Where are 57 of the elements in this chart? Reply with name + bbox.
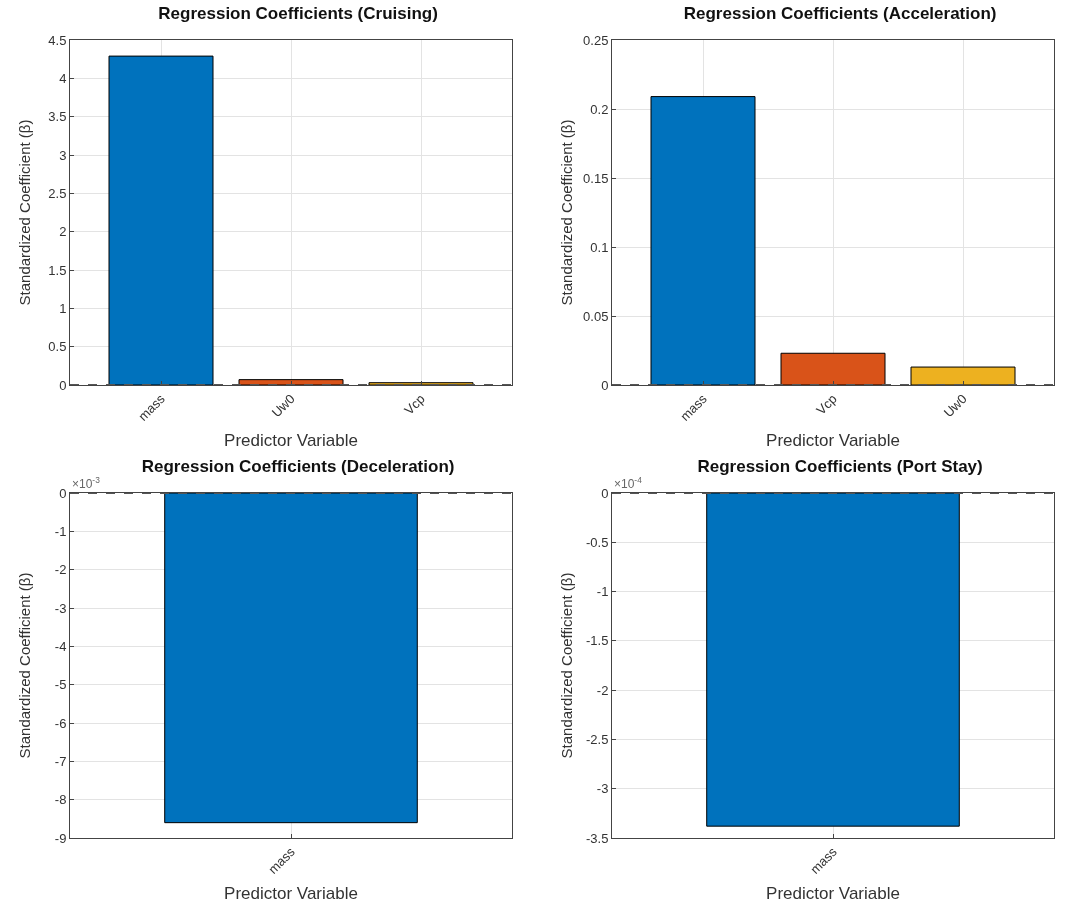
bar — [238, 379, 344, 385]
y-tick-label: 4 — [59, 70, 67, 86]
y-tick-label: 1.5 — [48, 262, 67, 278]
y-tick-label: -3 — [596, 781, 609, 797]
chart-title: Regression Coefficients (Deceleration) — [141, 456, 455, 476]
x-axis-title: Predictor Variable — [766, 884, 900, 903]
chart-title: Regression Coefficients (Cruising) — [158, 3, 438, 23]
y-tick-label: 3.5 — [48, 109, 67, 125]
y-tick-label: 4.5 — [48, 32, 67, 48]
bar — [910, 366, 1016, 385]
y-axis-title: Standardized Coefficient (β) — [558, 572, 575, 759]
chart-title: Regression Coefficients (Port Stay) — [697, 456, 983, 476]
y-axis-title: Standardized Coefficient (β) — [16, 572, 33, 759]
y-tick-label: 0 — [59, 377, 67, 393]
text: ×10$^{-3}$ — [72, 475, 101, 492]
bar — [780, 352, 886, 385]
y-tick-label: -1 — [54, 523, 67, 539]
x-axis-title: Predictor Variable — [224, 884, 358, 903]
x-tick-label: Vcp — [813, 391, 840, 418]
text: ×10$^{-4}$ — [614, 475, 643, 492]
y-tick-label: -1 — [596, 584, 609, 600]
y-tick-label: 0 — [601, 485, 609, 501]
y-tick-label: 2 — [59, 224, 67, 240]
x-axis-title: Predictor Variable — [766, 431, 900, 450]
x-tick-label: Uw0 — [268, 391, 298, 421]
y-tick-label: 0.1 — [590, 239, 609, 255]
y-tick-label: 0.2 — [590, 101, 609, 117]
y-tick-label: 2.5 — [48, 185, 67, 201]
y-tick-label: -9 — [54, 830, 67, 846]
y-tick-label: -2 — [596, 682, 609, 698]
y-tick-label: -1.5 — [585, 633, 609, 649]
bar — [650, 96, 756, 385]
y-tick-label: -0.5 — [585, 534, 609, 550]
y-tick-label: -5 — [54, 677, 67, 693]
y-tick-label: 0.15 — [583, 170, 609, 186]
y-tick-label: 3 — [59, 147, 67, 163]
y-tick-label: 0.25 — [583, 32, 609, 48]
y-axis-title: Standardized Coefficient (β) — [16, 119, 33, 306]
y-tick-label: -7 — [54, 753, 67, 769]
x-axis-title: Predictor Variable — [224, 431, 358, 450]
y-tick-label: 1 — [59, 300, 67, 316]
bar — [108, 55, 214, 385]
chart-title: Regression Coefficients (Acceleration) — [683, 3, 997, 23]
y-tick-label: -8 — [54, 792, 67, 808]
y-tick-label: -4 — [54, 638, 67, 654]
y-axis-title: Standardized Coefficient (β) — [558, 119, 575, 306]
y-tick-label: -3 — [54, 600, 67, 616]
y-tick-label: 0 — [601, 377, 609, 393]
y-tick-label: 0 — [59, 485, 67, 501]
y-tick-label: 0.5 — [48, 339, 67, 355]
y-tick-label: -2 — [54, 562, 67, 578]
y-tick-label: -6 — [54, 715, 67, 731]
y-tick-label: -2.5 — [585, 731, 609, 747]
y-tick-label: 0.05 — [583, 308, 609, 324]
x-tick-label: Vcp — [401, 391, 428, 418]
y-tick-label: -3.5 — [585, 830, 609, 846]
x-tick-label: Uw0 — [940, 391, 970, 421]
